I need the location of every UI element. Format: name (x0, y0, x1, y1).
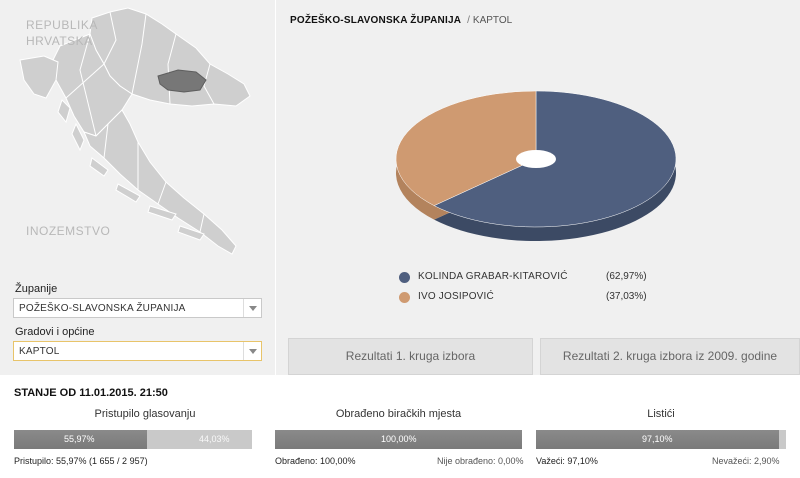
city-select[interactable]: KAPTOL (13, 341, 262, 361)
turnout-bar-fill (14, 430, 148, 449)
pie-center-hole (516, 150, 556, 168)
map-label-country: REPUBLIKA HRVATSKA (26, 17, 98, 49)
results-panel: POŽEŠKO-SLAVONSKA ŽUPANIJA / KAPTOL KOLIND… (275, 0, 800, 375)
breadcrumb-county[interactable]: POŽEŠKO-SLAVONSKA ŽUPANIJA (290, 15, 462, 26)
croatia-map[interactable]: REPUBLIKA HRVATSKA INOZEMSTVO (0, 0, 275, 270)
round2-2009-results-button[interactable]: Rezultati 2. kruga izbora iz 2009. godin… (540, 338, 800, 375)
round1-results-button[interactable]: Rezultati 1. kruga izbora (288, 338, 533, 375)
status-title: STANJE OD 11.01.2015. 21:50 (14, 387, 168, 399)
status-section: STANJE OD 11.01.2015. 21:50 Pristupilo g… (0, 376, 800, 478)
processed-bar: 100,00% (275, 430, 522, 449)
breadcrumb-separator: / (467, 15, 470, 26)
county-select-value: POŽEŠKO-SLAVONSKA ŽUPANIJA (19, 303, 186, 314)
legend-label: KOLINDA GRABAR-KITAROVIĆ (418, 271, 568, 282)
map-label-country-line-1: REPUBLIKA (26, 18, 98, 32)
chart-legend: KOLINDA GRABAR-KITAROVIĆ (62,97%) IVO JO… (396, 269, 676, 309)
invalid-ballots-detail: Nevažeći: 2,90% (712, 456, 780, 466)
turnout-bar-value: 55,97% (64, 434, 95, 444)
legend-value: (37,03%) (606, 291, 647, 302)
county-select-toggle[interactable] (243, 299, 261, 317)
legend-swatch (399, 292, 410, 303)
ballots-bar: 97,10% (536, 430, 786, 449)
ballots-title: Listići (647, 408, 675, 420)
chevron-down-icon (249, 306, 257, 311)
turnout-detail: Pristupilo: 55,97% (1 655 / 2 957) (14, 456, 148, 466)
map-label-abroad[interactable]: INOZEMSTVO (26, 224, 111, 238)
pie-slice[interactable] (395, 90, 537, 206)
results-pie-chart (395, 90, 677, 242)
legend-value: (62,97%) (606, 271, 647, 282)
breadcrumb-municipality: KAPTOL (472, 15, 513, 26)
city-select-toggle[interactable] (243, 342, 261, 360)
turnout-bar-rest: 44,03% (199, 434, 230, 444)
left-panel: REPUBLIKA HRVATSKA INOZEMSTVO Županije P… (0, 0, 275, 375)
legend-item: IVO JOSIPOVIĆ (37,03%) (396, 289, 676, 309)
county-select[interactable]: POŽEŠKO-SLAVONSKA ŽUPANIJA (13, 298, 262, 318)
legend-label: IVO JOSIPOVIĆ (418, 291, 494, 302)
turnout-bar: 55,97% 44,03% (14, 430, 252, 449)
legend-item: KOLINDA GRABAR-KITAROVIĆ (62,97%) (396, 269, 676, 289)
processed-bar-value: 100,00% (381, 434, 417, 444)
map-label-country-line-2: HRVATSKA (26, 34, 93, 48)
ballots-bar-fill (536, 430, 779, 449)
valid-ballots-detail: Važeći: 97,10% (536, 456, 598, 466)
county-select-label: Županije (15, 283, 58, 295)
unprocessed-detail: Nije obrađeno: 0,00% (437, 456, 524, 466)
chevron-down-icon (249, 349, 257, 354)
legend-swatch (399, 272, 410, 283)
croatia-map-svg[interactable] (0, 0, 275, 270)
processed-bar-fill (275, 430, 522, 449)
map-region-dalmatia[interactable] (83, 109, 237, 255)
processed-detail: Obrađeno: 100,00% (275, 456, 356, 466)
city-select-value: KAPTOL (19, 346, 60, 357)
ballots-bar-value: 97,10% (642, 434, 673, 444)
breadcrumb: POŽEŠKO-SLAVONSKA ŽUPANIJA / KAPTOL (290, 15, 512, 26)
city-select-label: Gradovi i općine (15, 326, 95, 338)
processed-title: Obrađeno biračkih mjesta (335, 408, 462, 420)
turnout-title: Pristupilo glasovanju (94, 408, 196, 420)
map-region-istria[interactable] (19, 55, 59, 99)
map-region-selected-county[interactable] (157, 69, 207, 93)
